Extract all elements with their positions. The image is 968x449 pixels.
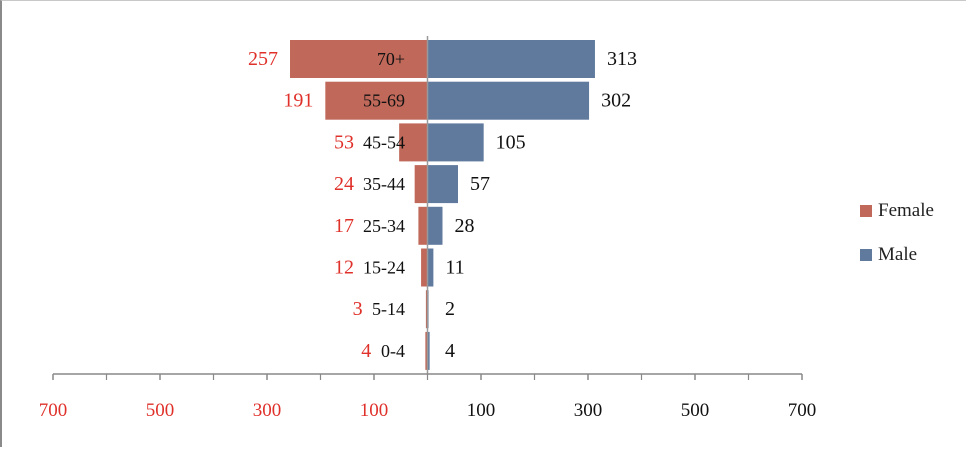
legend: Female Male xyxy=(860,200,934,288)
female-value-45-54: 53 xyxy=(334,131,354,153)
legend-male-label: Male xyxy=(878,244,918,265)
female-swatch xyxy=(860,205,872,217)
bar-female-70+ xyxy=(290,40,428,78)
male-value-25-34: 28 xyxy=(454,215,474,237)
x-tick-label: 300 xyxy=(253,400,282,421)
female-value-15-24: 12 xyxy=(334,257,354,279)
male-value-70+: 313 xyxy=(607,48,637,70)
bar-female-45-54 xyxy=(399,123,428,162)
bar-male-45-54 xyxy=(427,123,484,162)
bar-female-55-69 xyxy=(325,81,428,120)
bar-female-0-4 xyxy=(425,331,428,370)
male-data-labels: 313 302 105 57 28 11 2 4 xyxy=(445,48,637,362)
female-value-55-69: 191 xyxy=(283,90,313,112)
male-value-0-4: 4 xyxy=(445,340,455,362)
female-bars xyxy=(290,40,428,370)
x-tick-label: 500 xyxy=(681,400,710,421)
age-label-70+: 70+ xyxy=(377,49,405,69)
female-value-35-44: 24 xyxy=(334,173,354,195)
bar-female-35-44 xyxy=(414,165,428,204)
bar-female-25-34 xyxy=(418,206,428,245)
x-tick-label: 300 xyxy=(574,400,603,421)
bar-female-5-14 xyxy=(425,290,428,329)
bar-male-70+ xyxy=(427,40,595,78)
age-label-45-54: 45-54 xyxy=(363,132,405,152)
male-value-35-44: 57 xyxy=(470,173,490,195)
x-tick-label: 700 xyxy=(39,400,68,421)
female-value-5-14: 3 xyxy=(353,298,363,320)
age-label-55-69: 55-69 xyxy=(363,91,405,111)
x-tick-label: 700 xyxy=(788,400,817,421)
bar-female-15-24 xyxy=(421,248,428,287)
legend-item-female: Female xyxy=(860,200,934,222)
legend-female-label: Female xyxy=(878,200,934,221)
male-bars xyxy=(427,40,595,370)
x-axis: 700 500 300 100 100 300 500 700 xyxy=(39,373,817,421)
female-value-25-34: 17 xyxy=(334,215,354,237)
age-category-labels: 70+ 55-69 45-54 35-44 25-34 15-24 5-14 0-4 xyxy=(363,49,405,361)
age-label-25-34: 25-34 xyxy=(363,216,405,236)
age-label-35-44: 35-44 xyxy=(363,174,405,194)
age-label-5-14: 5-14 xyxy=(372,299,405,319)
male-swatch xyxy=(860,249,872,261)
male-value-45-54: 105 xyxy=(496,131,526,153)
x-tick-label: 500 xyxy=(146,400,175,421)
x-tick-label: 100 xyxy=(467,400,496,421)
legend-item-male: Male xyxy=(860,244,934,266)
age-label-0-4: 0-4 xyxy=(381,341,405,361)
female-value-70+: 257 xyxy=(248,48,278,70)
x-tick-label: 100 xyxy=(360,400,389,421)
bar-male-25-34 xyxy=(427,206,443,245)
bar-male-35-44 xyxy=(427,165,458,204)
bar-male-55-69 xyxy=(427,81,590,120)
male-value-5-14: 2 xyxy=(445,298,455,320)
male-value-55-69: 302 xyxy=(601,90,631,112)
bar-male-15-24 xyxy=(427,248,434,287)
age-label-15-24: 15-24 xyxy=(363,258,405,278)
male-value-15-24: 11 xyxy=(445,257,464,279)
female-value-0-4: 4 xyxy=(361,340,371,362)
bar-male-0-4 xyxy=(427,331,430,370)
